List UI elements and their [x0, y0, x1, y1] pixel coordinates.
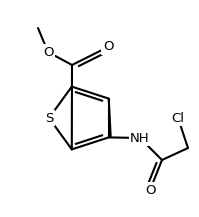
Text: O: O — [43, 46, 53, 59]
Text: S: S — [45, 112, 53, 125]
Text: Cl: Cl — [172, 112, 184, 125]
Text: O: O — [103, 41, 113, 54]
Text: NH: NH — [130, 132, 150, 145]
Text: O: O — [145, 184, 155, 197]
